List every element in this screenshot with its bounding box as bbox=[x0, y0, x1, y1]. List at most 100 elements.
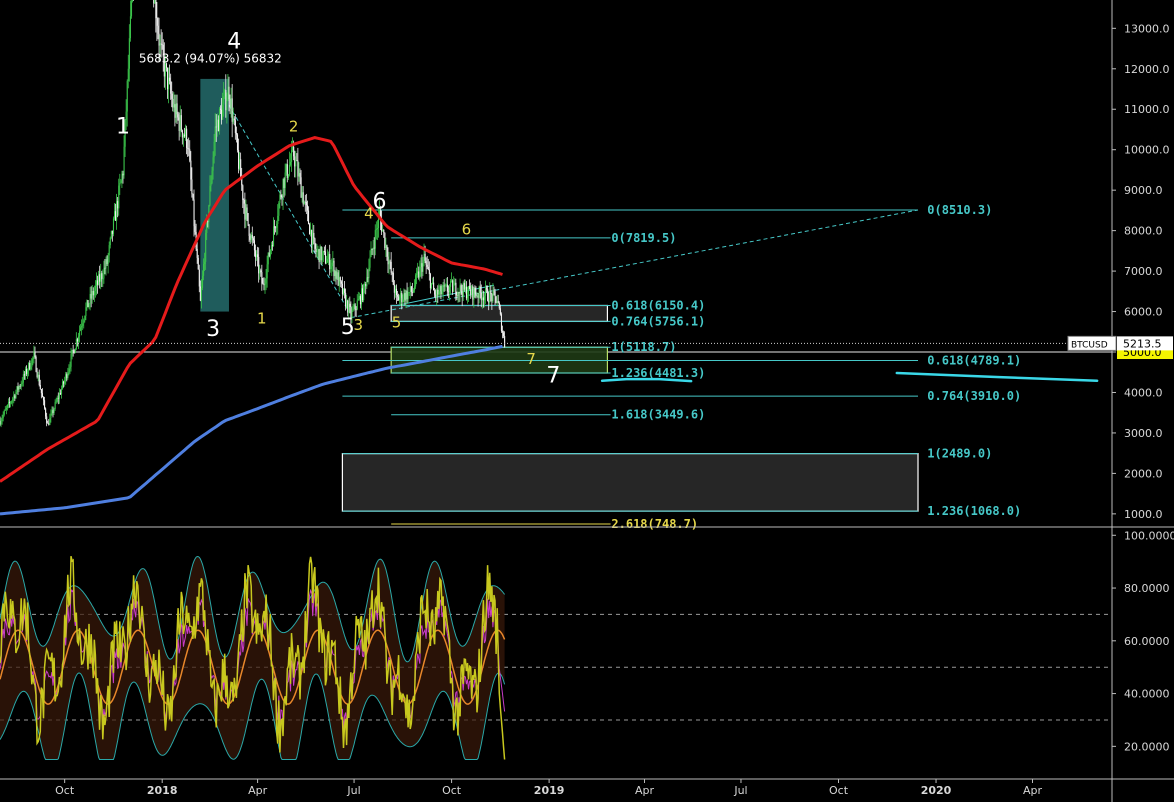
candle bbox=[190, 160, 192, 180]
candle bbox=[462, 283, 464, 297]
candle bbox=[69, 366, 71, 369]
candle bbox=[482, 297, 484, 301]
candle bbox=[127, 68, 129, 82]
candle bbox=[116, 201, 118, 221]
candle bbox=[68, 368, 70, 373]
candle bbox=[432, 282, 434, 284]
candle bbox=[464, 286, 466, 290]
candle bbox=[279, 194, 281, 204]
candle bbox=[178, 117, 180, 131]
candle bbox=[228, 86, 230, 100]
candle bbox=[62, 381, 64, 389]
candle bbox=[278, 203, 280, 216]
osc-y-tick-label: 40.0000 bbox=[1124, 688, 1170, 701]
candle bbox=[104, 267, 106, 269]
candle bbox=[91, 291, 93, 299]
candle bbox=[120, 180, 122, 183]
measure-label: 5683.2 (94.07%) 56832 bbox=[139, 52, 282, 66]
candle bbox=[391, 272, 393, 274]
candle bbox=[332, 260, 334, 263]
y-tick-label: 6000.0 bbox=[1124, 306, 1163, 319]
candle bbox=[370, 248, 372, 258]
candle bbox=[89, 293, 91, 304]
candle bbox=[407, 292, 409, 300]
candle bbox=[470, 289, 472, 295]
wave-label: 1 bbox=[116, 115, 130, 140]
candle bbox=[171, 93, 173, 99]
drawn-support-line bbox=[600, 377, 693, 383]
candle bbox=[490, 290, 492, 295]
candle bbox=[444, 284, 446, 287]
candle bbox=[132, 0, 134, 2]
candle bbox=[342, 288, 345, 295]
candle bbox=[268, 252, 270, 257]
candle bbox=[196, 248, 198, 258]
candle bbox=[425, 261, 427, 265]
candle bbox=[358, 296, 360, 300]
candle bbox=[124, 119, 126, 147]
candle bbox=[471, 286, 473, 295]
candle bbox=[10, 402, 12, 404]
measure-highlight-bar bbox=[200, 78, 229, 312]
candle bbox=[476, 295, 478, 297]
candle bbox=[275, 227, 277, 229]
candle bbox=[463, 283, 465, 290]
candle bbox=[248, 224, 250, 236]
candle bbox=[383, 229, 385, 233]
candle bbox=[280, 194, 282, 198]
candle bbox=[157, 25, 159, 34]
candle bbox=[446, 284, 448, 292]
candle bbox=[331, 262, 333, 267]
candle bbox=[216, 119, 218, 128]
candle bbox=[26, 369, 28, 374]
candle bbox=[287, 174, 289, 178]
candle bbox=[430, 283, 433, 289]
candle bbox=[161, 44, 163, 46]
candle bbox=[443, 285, 445, 287]
candle bbox=[123, 146, 125, 176]
candle bbox=[419, 266, 421, 278]
candle bbox=[452, 280, 454, 292]
osc-y-tick-label: 60.0000 bbox=[1124, 635, 1170, 648]
candle bbox=[480, 292, 482, 301]
candle bbox=[417, 271, 419, 274]
candle bbox=[385, 245, 387, 249]
candle bbox=[247, 213, 249, 225]
candle bbox=[299, 173, 301, 178]
candle bbox=[249, 235, 251, 240]
candle bbox=[219, 108, 222, 110]
candle bbox=[243, 200, 245, 204]
candle bbox=[101, 273, 103, 280]
candle bbox=[503, 332, 505, 337]
candle bbox=[487, 289, 489, 301]
candle bbox=[250, 234, 252, 240]
candle bbox=[112, 218, 115, 234]
candle bbox=[401, 292, 403, 303]
candle bbox=[472, 286, 474, 300]
candle bbox=[155, 0, 157, 19]
candle bbox=[227, 86, 229, 101]
candle bbox=[15, 391, 17, 398]
candle bbox=[74, 348, 76, 354]
candle bbox=[35, 356, 37, 372]
candle bbox=[169, 77, 171, 82]
candle bbox=[291, 150, 293, 162]
candle bbox=[41, 393, 44, 398]
candle bbox=[207, 220, 209, 223]
candle bbox=[447, 291, 450, 293]
candle bbox=[285, 164, 287, 173]
candle bbox=[154, 0, 156, 4]
trendline bbox=[396, 284, 495, 306]
candle bbox=[262, 283, 264, 285]
candle bbox=[39, 385, 41, 389]
candle bbox=[185, 128, 187, 137]
candle bbox=[54, 402, 56, 409]
candle bbox=[392, 272, 394, 285]
candle bbox=[440, 286, 442, 295]
candle bbox=[188, 148, 190, 150]
candle bbox=[172, 98, 174, 108]
candle bbox=[13, 395, 15, 399]
candle bbox=[300, 177, 302, 198]
candle bbox=[387, 256, 389, 265]
candle bbox=[297, 160, 299, 177]
